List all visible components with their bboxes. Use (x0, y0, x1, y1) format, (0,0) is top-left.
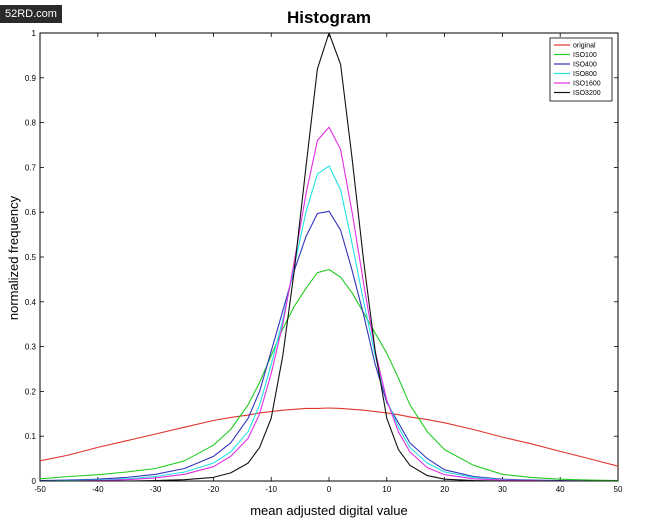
series-line-original (39, 407, 619, 467)
y-tick-label: 0.1 (25, 432, 37, 441)
x-tick-label: -40 (92, 485, 104, 494)
x-tick-label: 40 (556, 485, 565, 494)
series-line-iso800 (39, 165, 618, 482)
legend-label: original (573, 43, 596, 50)
plot-area (39, 32, 619, 482)
legend: original ISO100 ISO400 ISO800 ISO1600 ISO3200 (549, 37, 613, 102)
x-tick-label: -20 (208, 485, 220, 494)
x-tick-label: 30 (498, 485, 507, 494)
legend-label: ISO100 (573, 52, 597, 59)
series-line-iso400 (39, 210, 618, 482)
x-tick-label: -30 (150, 485, 162, 494)
legend-label: ISO400 (573, 62, 597, 69)
watermark-label: 52RD.com (0, 5, 62, 23)
x-tick-label: 20 (440, 485, 449, 494)
y-tick-label: 0.4 (25, 298, 37, 307)
legend-label: ISO1600 (573, 81, 601, 88)
legend-box (549, 37, 613, 102)
x-tick-label: -10 (265, 485, 277, 494)
y-axis-label: normalized frequency (6, 195, 21, 320)
series-line-iso1600 (40, 126, 618, 482)
x-tick-label: -50 (34, 485, 46, 494)
x-tick-label: 10 (382, 485, 391, 494)
y-tick-label: 0.8 (25, 119, 37, 128)
x-axis-label: mean adjusted digital value (250, 503, 408, 518)
y-tick-label: 0.7 (25, 163, 37, 172)
x-tick-label: 50 (614, 485, 623, 494)
x-tick-label: 0 (327, 485, 332, 494)
series-line-iso100 (39, 268, 619, 482)
y-tick-label: 0.2 (25, 387, 37, 396)
legend-label: ISO3200 (573, 90, 601, 97)
legend-label: ISO800 (573, 71, 597, 78)
y-tick-label: 0 (32, 477, 37, 486)
series-line-iso3200 (40, 32, 618, 482)
y-tick-label: 1 (32, 29, 37, 38)
y-tick-label: 0.3 (25, 343, 37, 352)
y-tick-label: 0.6 (25, 208, 37, 217)
chart-title: Histogram (287, 8, 371, 27)
y-tick-label: 0.9 (25, 74, 37, 83)
y-tick-label: 0.5 (25, 253, 37, 262)
